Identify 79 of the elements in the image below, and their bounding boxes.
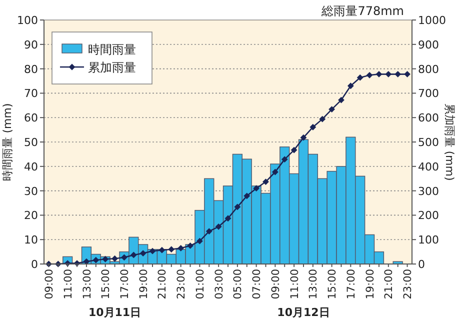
x-tick-label: 19:00 xyxy=(364,269,376,300)
y-tick-label: 90 xyxy=(24,38,38,52)
point xyxy=(281,156,288,163)
x-tick-label: 23:00 xyxy=(402,269,414,300)
point xyxy=(376,70,382,78)
y-tick-label: 20 xyxy=(24,209,38,222)
point xyxy=(196,238,203,244)
point xyxy=(385,70,392,78)
y-axis-title: 時間雨量 (mm) xyxy=(1,103,14,181)
point xyxy=(356,74,364,81)
x-tick-label: 23:00 xyxy=(176,269,188,300)
point xyxy=(178,244,184,252)
point xyxy=(168,246,175,253)
x-tick-label: 07:00 xyxy=(251,269,264,300)
y-tick-label: 50 xyxy=(24,136,38,149)
y2-tick-label: 400 xyxy=(418,160,439,174)
x-tick-label: 05:00 xyxy=(232,269,244,300)
point xyxy=(112,255,118,262)
point xyxy=(224,215,232,222)
y2-tick-label: 600 xyxy=(418,112,439,125)
point xyxy=(234,204,241,210)
point xyxy=(366,72,373,78)
y-tick-label: 30 xyxy=(24,184,38,198)
y2-tick-label: 200 xyxy=(418,209,439,222)
x-tick-label: 15:00 xyxy=(326,269,339,300)
x-tick-label: 13:00 xyxy=(81,269,94,300)
x-tick-label: 15:00 xyxy=(100,269,112,300)
point xyxy=(215,223,222,230)
y-tick-label: 40 xyxy=(24,160,38,174)
point xyxy=(149,248,156,254)
y2-axis-title: 累加雨量 (mm) xyxy=(443,103,456,181)
point xyxy=(347,82,354,90)
point xyxy=(394,70,402,78)
x-tick-label: 21:00 xyxy=(156,269,169,300)
x-tick-label: 09:00 xyxy=(44,269,56,300)
text: 10月12日 xyxy=(277,306,330,319)
chart-title: 総雨量778mm xyxy=(320,4,404,18)
y2-tick-label: 100 xyxy=(418,234,439,247)
y2-tick-label: 300 xyxy=(418,184,439,198)
y2-tick-label: 700 xyxy=(418,87,439,100)
point xyxy=(130,252,137,258)
legend-label: 累加雨量 xyxy=(88,60,136,74)
y-tick-label: 100 xyxy=(17,14,38,27)
y-tick-label: 70 xyxy=(24,87,38,100)
y2-tick-label: 1000 xyxy=(418,14,446,27)
x-tick-label: 03:00 xyxy=(213,269,226,300)
legend-label: 時間雨量 xyxy=(88,42,136,56)
x-tick-label: 13:00 xyxy=(308,269,320,300)
x-tick-label: 17:00 xyxy=(119,269,132,300)
x-tick-label: 21:00 xyxy=(383,269,396,300)
point xyxy=(328,106,335,113)
point xyxy=(290,146,298,154)
point xyxy=(300,134,307,141)
point xyxy=(338,96,344,104)
x-tick-label: 11:00 xyxy=(288,269,301,300)
x-tick-label: 19:00 xyxy=(138,269,150,300)
x-tick-label: 01:00 xyxy=(194,269,206,300)
x-tick-label: 17:00 xyxy=(345,269,358,300)
point xyxy=(253,185,260,192)
point xyxy=(319,116,326,122)
point xyxy=(310,124,316,130)
point xyxy=(187,242,194,249)
y-tick-label: 60 xyxy=(24,112,38,125)
y2-tick-label: 800 xyxy=(418,62,439,76)
point xyxy=(404,70,410,78)
point xyxy=(262,178,269,185)
x-tick-label: 09:00 xyxy=(270,269,282,300)
x-tick-label: 11:00 xyxy=(62,269,74,300)
y-tick-label: 10 xyxy=(24,234,38,247)
y-tick-label: 0 xyxy=(31,258,38,271)
y2-tick-label: 0 xyxy=(418,258,425,271)
y2-tick-label: 900 xyxy=(418,38,439,52)
point xyxy=(206,228,212,235)
y-tick-label: 80 xyxy=(24,62,38,76)
point xyxy=(244,192,250,200)
point xyxy=(272,168,278,176)
point xyxy=(158,246,166,254)
text: 10月11日 xyxy=(88,306,142,319)
y2-tick-label: 500 xyxy=(418,136,439,149)
